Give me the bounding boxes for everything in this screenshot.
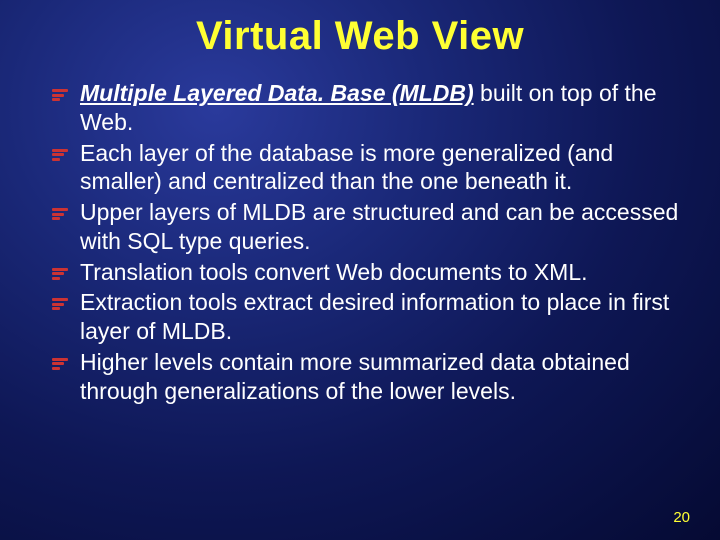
slide-title: Virtual Web View bbox=[40, 14, 680, 59]
slide-container: Virtual Web View Multiple Layered Data. … bbox=[0, 0, 720, 540]
list-item: Higher levels contain more summarized da… bbox=[52, 348, 680, 406]
page-number: 20 bbox=[673, 509, 690, 526]
bullet-text: Upper layers of MLDB are structured and … bbox=[80, 199, 678, 254]
bullet-icon bbox=[52, 208, 68, 220]
bullet-text: Extraction tools extract desired informa… bbox=[80, 289, 669, 344]
bullet-icon bbox=[52, 89, 68, 101]
list-item: Upper layers of MLDB are structured and … bbox=[52, 198, 680, 256]
list-item: Each layer of the database is more gener… bbox=[52, 139, 680, 197]
bullet-text: Translation tools convert Web documents … bbox=[80, 259, 588, 285]
list-item: Translation tools convert Web documents … bbox=[52, 258, 680, 287]
bullet-list: Multiple Layered Data. Base (MLDB) built… bbox=[40, 79, 680, 405]
emphasized-text: Multiple Layered Data. Base (MLDB) bbox=[80, 80, 474, 106]
list-item: Multiple Layered Data. Base (MLDB) built… bbox=[52, 79, 680, 137]
bullet-icon bbox=[52, 149, 68, 161]
list-item: Extraction tools extract desired informa… bbox=[52, 288, 680, 346]
bullet-icon bbox=[52, 268, 68, 280]
bullet-icon bbox=[52, 358, 68, 370]
bullet-icon bbox=[52, 298, 68, 310]
bullet-text: Higher levels contain more summarized da… bbox=[80, 349, 630, 404]
bullet-text: Each layer of the database is more gener… bbox=[80, 140, 613, 195]
